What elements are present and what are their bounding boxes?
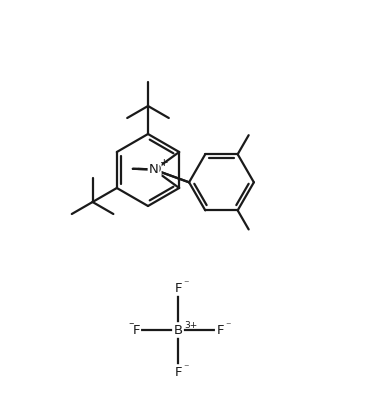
Text: ⁻: ⁻ (183, 279, 188, 289)
Text: B: B (173, 324, 183, 337)
Text: ⁻: ⁻ (225, 321, 230, 331)
Text: F: F (174, 366, 182, 378)
Text: ⁻: ⁻ (128, 321, 134, 331)
Text: N: N (149, 163, 158, 176)
Text: F: F (216, 324, 224, 337)
Text: 3+: 3+ (184, 320, 197, 330)
Text: +: + (159, 159, 168, 168)
Text: ⁻: ⁻ (183, 363, 188, 373)
Text: O: O (150, 163, 161, 176)
Text: ⁻: ⁻ (129, 321, 134, 331)
Text: F: F (132, 324, 140, 337)
Text: F: F (174, 281, 182, 295)
